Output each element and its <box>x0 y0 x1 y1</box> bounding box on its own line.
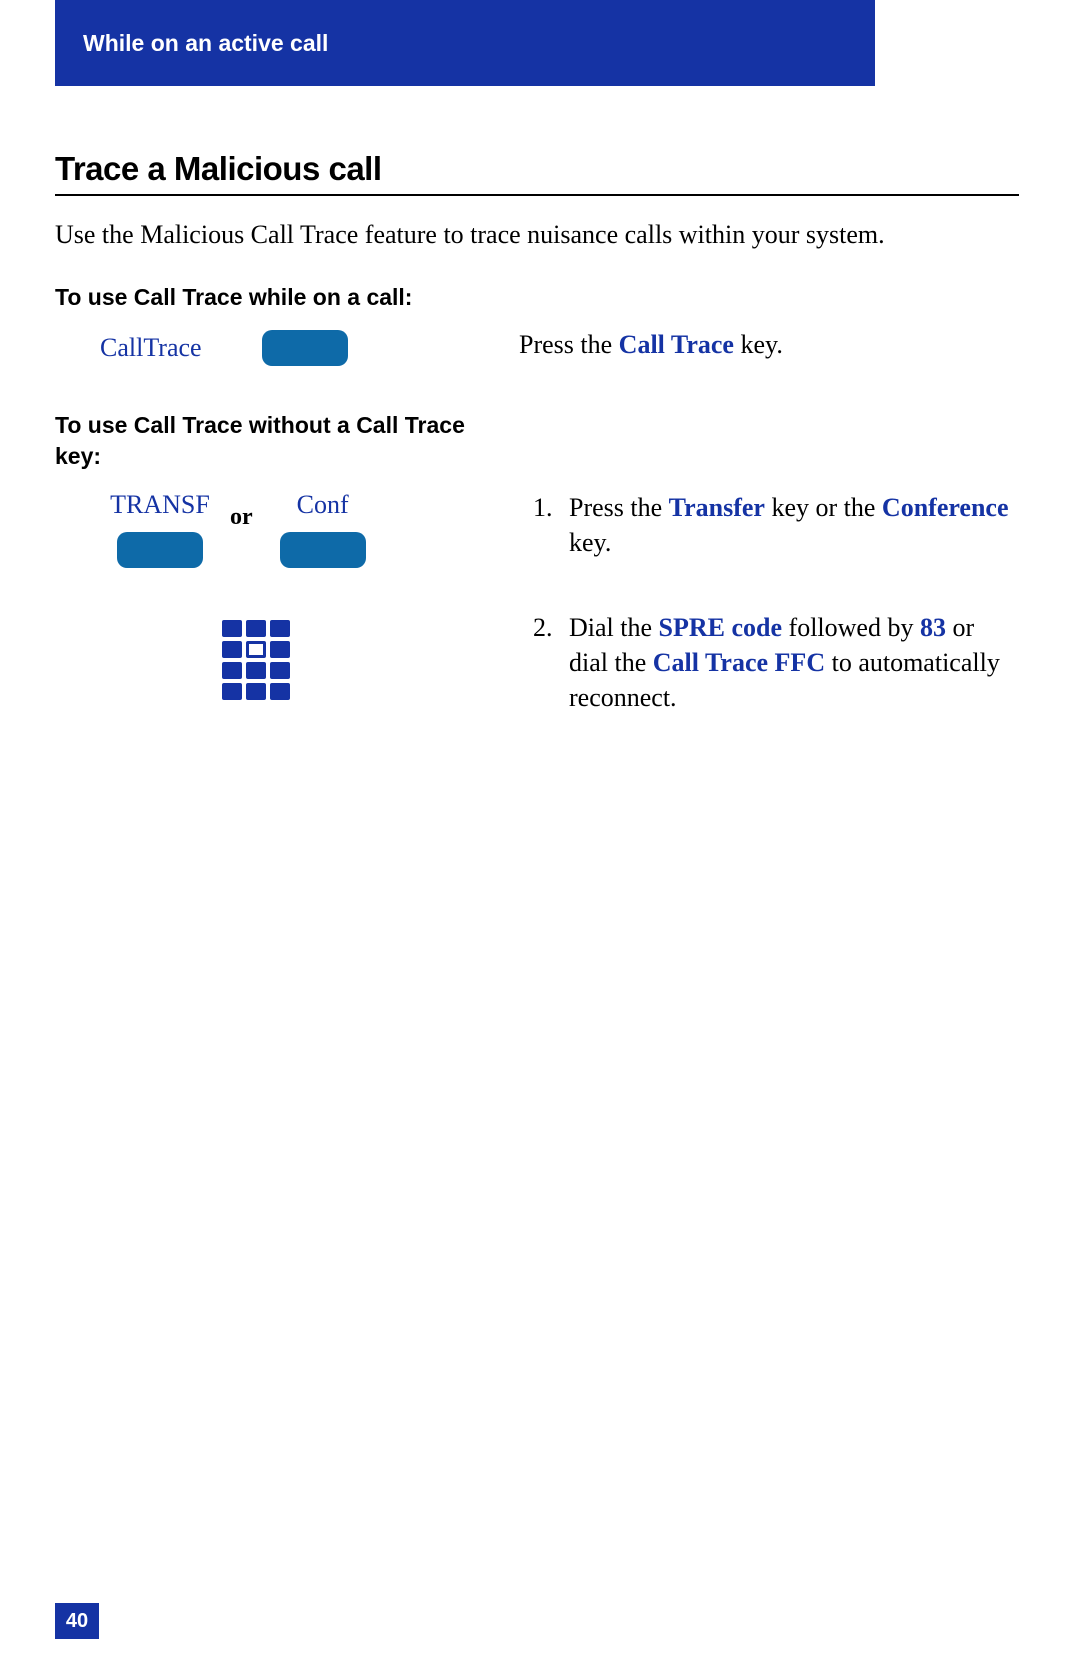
softkey-col-conf: Conf <box>263 490 383 568</box>
step1-t1: Press the <box>569 493 669 522</box>
intro-text: Use the Malicious Call Trace feature to … <box>55 220 1019 250</box>
step1-t2: key or the <box>765 493 882 522</box>
instr1-prefix: Press the <box>519 330 619 359</box>
page: While on an active call Trace a Maliciou… <box>0 0 1080 1669</box>
subhead-use-call-trace-no-key: To use Call Trace without a Call Trace k… <box>55 410 495 472</box>
section-title: Trace a Malicious call <box>55 150 1019 196</box>
step1-k2: Conference <box>882 493 1009 522</box>
step2-k1: SPRE code <box>659 613 783 642</box>
softkey-label-conf: Conf <box>297 490 349 520</box>
instruction-press-call-trace: Press the Call Trace key. <box>519 330 1019 360</box>
softkey-button-icon <box>280 532 366 568</box>
list-item: Dial the SPRE code followed by 83 or dia… <box>559 610 1019 715</box>
instruction-list: Press the Transfer key or the Conference… <box>519 490 1019 765</box>
step2-k3: Call Trace FFC <box>653 648 825 677</box>
softkey-button-icon <box>262 330 348 366</box>
list-item: Press the Transfer key or the Conference… <box>559 490 1019 560</box>
step2-t1: Dial the <box>569 613 659 642</box>
step1-t3: key. <box>569 528 611 557</box>
or-label: or <box>230 504 253 531</box>
step1-k1: Transfer <box>669 493 765 522</box>
header-title: While on an active call <box>83 30 328 57</box>
softkey-label-transfer: TRANSF <box>110 490 210 520</box>
softkey-label-calltrace: CallTrace <box>100 333 202 363</box>
subhead-use-call-trace-on-call: To use Call Trace while on a call: <box>55 284 412 311</box>
step2-k2: 83 <box>920 613 946 642</box>
softkey-row-calltrace: CallTrace <box>100 330 348 366</box>
softkey-col-transfer: TRANSF <box>100 490 220 568</box>
instr1-suffix: key. <box>734 330 783 359</box>
keypad-icon <box>222 620 290 700</box>
header-banner: While on an active call <box>55 0 875 86</box>
softkey-row-transfer-conf: TRANSF or Conf <box>100 490 400 568</box>
page-number: 40 <box>55 1603 99 1639</box>
instr1-key: Call Trace <box>619 330 734 359</box>
softkey-button-icon <box>117 532 203 568</box>
step2-t2: followed by <box>782 613 920 642</box>
